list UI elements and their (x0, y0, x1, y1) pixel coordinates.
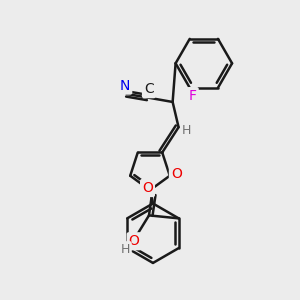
Text: O: O (129, 234, 140, 248)
Text: H: H (182, 124, 192, 137)
Text: O: O (171, 167, 182, 181)
Text: C: C (144, 82, 154, 96)
Text: O: O (142, 181, 153, 195)
Text: H: H (121, 243, 130, 256)
Text: N: N (120, 79, 130, 93)
Text: F: F (189, 89, 197, 103)
